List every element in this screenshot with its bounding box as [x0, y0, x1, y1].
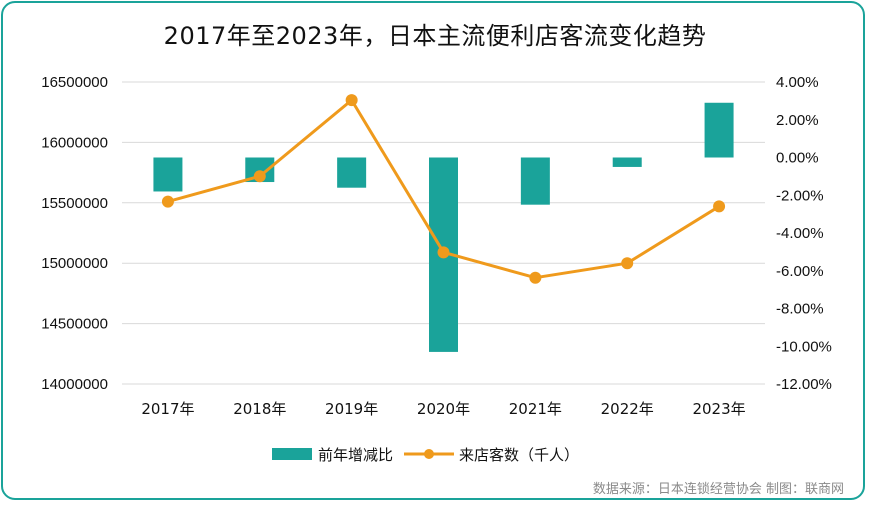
- bar-series: [153, 102, 734, 352]
- legend: 前年增减比 来店客数（千人）: [272, 446, 579, 464]
- bar: [153, 157, 183, 192]
- bar: [704, 102, 734, 158]
- left-tick-label: 16000000: [41, 134, 108, 151]
- category-label: 2017年: [141, 400, 194, 418]
- left-tick-label: 14000000: [41, 376, 108, 393]
- right-axis-ticks: -12.00% -10.00% -8.00% -6.00% -4.00% -2.00% 0.…: [776, 74, 832, 393]
- category-label: 2022年: [601, 400, 654, 418]
- category-label: 2018年: [233, 400, 286, 418]
- legend-bar-swatch: [272, 448, 312, 460]
- category-labels: 2017年 2018年 2019年 2020年 2021年 2022年 2023年: [141, 400, 745, 418]
- category-label: 2023年: [692, 400, 745, 418]
- right-tick-label: -10.00%: [776, 338, 832, 355]
- right-tick-label: -4.00%: [776, 225, 824, 242]
- left-tick-label: 15000000: [41, 255, 108, 272]
- chart-title: 2017年至2023年，日本主流便利店客流变化趋势: [163, 22, 707, 50]
- right-tick-label: -2.00%: [776, 187, 824, 204]
- line-point: [437, 246, 450, 259]
- category-label: 2021年: [509, 400, 562, 418]
- right-tick-label: 0.00%: [776, 150, 819, 167]
- bar: [612, 157, 642, 167]
- left-axis-ticks: 14000000 14500000 15000000 15500000 16000000…: [41, 74, 108, 393]
- category-label: 2020年: [417, 400, 470, 418]
- line-point: [713, 200, 726, 213]
- line-point: [345, 94, 358, 107]
- left-tick-label: 16500000: [41, 74, 108, 91]
- left-tick-label: 15500000: [41, 195, 108, 212]
- left-tick-label: 14500000: [41, 316, 108, 333]
- right-tick-label: -12.00%: [776, 376, 832, 393]
- line-series: [161, 94, 726, 284]
- right-tick-label: 2.00%: [776, 112, 819, 129]
- source-note: 数据来源：日本连锁经营协会 制图：联商网: [592, 482, 844, 497]
- line-point: [161, 195, 174, 208]
- right-tick-label: 4.00%: [776, 74, 819, 91]
- bar: [337, 157, 367, 188]
- bar: [520, 157, 550, 205]
- right-tick-label: -8.00%: [776, 301, 824, 318]
- line-point: [253, 170, 266, 183]
- category-label: 2019年: [325, 400, 378, 418]
- legend-line-label: 来店客数（千人）: [459, 446, 579, 464]
- right-tick-label: -6.00%: [776, 263, 824, 280]
- legend-line-marker: [424, 449, 434, 459]
- legend-bar-label: 前年增减比: [318, 446, 393, 464]
- line-point: [621, 257, 634, 270]
- line-point: [529, 271, 542, 284]
